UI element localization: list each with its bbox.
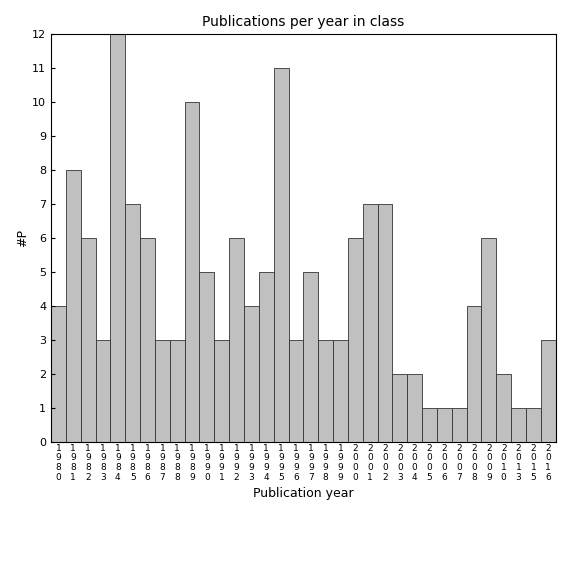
Bar <box>200 272 214 442</box>
Bar <box>185 102 200 442</box>
Bar <box>481 238 496 442</box>
Bar <box>96 340 111 442</box>
Bar <box>111 34 125 442</box>
Bar <box>170 340 185 442</box>
Title: Publications per year in class: Publications per year in class <box>202 15 404 29</box>
Bar <box>244 306 259 442</box>
Bar <box>259 272 274 442</box>
Bar <box>66 170 81 442</box>
Y-axis label: #P: #P <box>16 229 29 247</box>
Bar <box>81 238 96 442</box>
Bar <box>378 204 392 442</box>
Bar <box>318 340 333 442</box>
Bar <box>333 340 348 442</box>
Bar <box>467 306 481 442</box>
Bar <box>392 374 407 442</box>
Bar <box>125 204 140 442</box>
Bar <box>363 204 378 442</box>
Bar <box>452 408 467 442</box>
Bar <box>303 272 318 442</box>
Bar <box>422 408 437 442</box>
Bar <box>496 374 511 442</box>
Bar <box>274 68 289 442</box>
Bar <box>289 340 303 442</box>
Bar <box>526 408 541 442</box>
Bar <box>140 238 155 442</box>
Bar <box>348 238 363 442</box>
Bar <box>229 238 244 442</box>
Bar <box>511 408 526 442</box>
Bar <box>51 306 66 442</box>
Bar <box>437 408 452 442</box>
Bar <box>407 374 422 442</box>
Bar <box>155 340 170 442</box>
Bar <box>214 340 229 442</box>
Bar <box>541 340 556 442</box>
X-axis label: Publication year: Publication year <box>253 487 354 500</box>
